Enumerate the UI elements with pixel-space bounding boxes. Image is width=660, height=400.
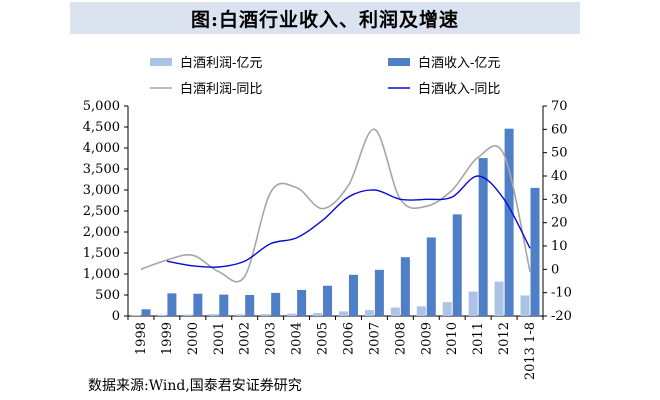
revenue-bar bbox=[478, 158, 488, 316]
revenue-growth-line bbox=[166, 175, 531, 268]
right-tick-label: 10 bbox=[551, 239, 568, 254]
legend-swatch bbox=[388, 58, 410, 66]
revenue-bar bbox=[297, 289, 307, 316]
legend-label: 白酒收入-亿元 bbox=[418, 55, 500, 71]
profit-bar bbox=[520, 295, 530, 316]
left-tick-label: 4,000 bbox=[83, 141, 120, 156]
legend-swatch bbox=[150, 58, 172, 66]
profit-bar bbox=[494, 281, 504, 316]
profit-bar bbox=[442, 302, 452, 316]
x-tick-label: 2006 bbox=[341, 322, 356, 355]
left-tick-label: 1,500 bbox=[83, 246, 120, 261]
left-tick-label: 2,000 bbox=[83, 225, 120, 240]
revenue-bar bbox=[271, 292, 281, 316]
left-tick-label: 2,500 bbox=[83, 204, 120, 219]
left-tick-label: 4,500 bbox=[83, 120, 120, 135]
profit-bar bbox=[313, 313, 323, 316]
revenue-bar bbox=[245, 295, 255, 316]
source-note: 数据来源:Wind,国泰君安证券研究 bbox=[88, 378, 302, 394]
profit-bar bbox=[338, 311, 348, 316]
revenue-bar bbox=[348, 274, 358, 316]
x-tick-label: 2012 bbox=[497, 322, 512, 355]
x-tick-label: 2003 bbox=[264, 322, 279, 355]
right-tick-label: -20 bbox=[551, 309, 572, 324]
revenue-bar bbox=[426, 237, 436, 316]
left-tick-label: 3,500 bbox=[83, 162, 120, 177]
chart-title: 图:白酒行业收入、利润及增速 bbox=[190, 8, 459, 31]
profit-bar bbox=[416, 306, 426, 316]
revenue-bar bbox=[323, 285, 333, 316]
x-tick-label: 2001 bbox=[212, 322, 227, 355]
profit-growth-line bbox=[140, 128, 531, 283]
x-tick-label: 1999 bbox=[160, 322, 175, 355]
profit-bar bbox=[390, 307, 400, 316]
profit-bar bbox=[157, 314, 167, 316]
x-tick-label: 2005 bbox=[316, 322, 331, 355]
right-tick-label: -10 bbox=[551, 286, 572, 301]
x-tick-label: 2008 bbox=[393, 322, 408, 355]
legend-label: 白酒利润-同比 bbox=[180, 81, 262, 97]
legend-label: 白酒利润-亿元 bbox=[180, 55, 262, 71]
chart-title-bar: 图:白酒行业收入、利润及增速 bbox=[70, 2, 580, 34]
profit-bar bbox=[183, 314, 193, 316]
right-tick-label: 50 bbox=[551, 146, 568, 161]
revenue-bar bbox=[193, 293, 203, 316]
x-tick-label: 2007 bbox=[367, 322, 382, 355]
revenue-bar bbox=[452, 214, 462, 316]
right-tick-label: 30 bbox=[551, 192, 568, 207]
profit-bar bbox=[468, 291, 478, 316]
profit-bar bbox=[131, 315, 141, 316]
x-tick-label: 2000 bbox=[186, 322, 201, 355]
revenue-bar bbox=[141, 309, 151, 316]
revenue-bar bbox=[219, 294, 229, 316]
revenue-bar bbox=[167, 293, 177, 316]
x-tick-label: 2013 1-8 bbox=[523, 322, 538, 380]
revenue-bar bbox=[504, 128, 514, 316]
revenue-bar bbox=[530, 187, 540, 316]
right-tick-label: 20 bbox=[551, 216, 568, 231]
x-tick-label: 2010 bbox=[445, 322, 460, 355]
legend-label: 白酒收入-同比 bbox=[418, 81, 500, 97]
left-tick-label: 0 bbox=[112, 309, 120, 324]
revenue-bar bbox=[374, 269, 384, 316]
right-tick-label: 60 bbox=[551, 122, 568, 137]
left-tick-label: 5,000 bbox=[83, 99, 120, 114]
profit-bar bbox=[287, 313, 297, 316]
profit-bar bbox=[261, 314, 271, 316]
right-tick-label: 0 bbox=[551, 262, 559, 277]
left-tick-label: 1,000 bbox=[83, 267, 120, 282]
x-tick-label: 2004 bbox=[290, 322, 305, 355]
profit-bar bbox=[235, 314, 245, 316]
left-tick-label: 500 bbox=[95, 288, 120, 303]
x-tick-label: 2011 bbox=[471, 322, 486, 355]
right-tick-label: 70 bbox=[551, 99, 568, 114]
x-tick-label: 2009 bbox=[419, 322, 434, 355]
profit-bar bbox=[209, 314, 219, 316]
x-tick-label: 1998 bbox=[134, 322, 149, 355]
revenue-bar bbox=[400, 257, 410, 316]
profit-bar bbox=[364, 310, 374, 316]
x-tick-label: 2002 bbox=[238, 322, 253, 355]
right-tick-label: 40 bbox=[551, 169, 568, 184]
left-tick-label: 3,000 bbox=[83, 183, 120, 198]
